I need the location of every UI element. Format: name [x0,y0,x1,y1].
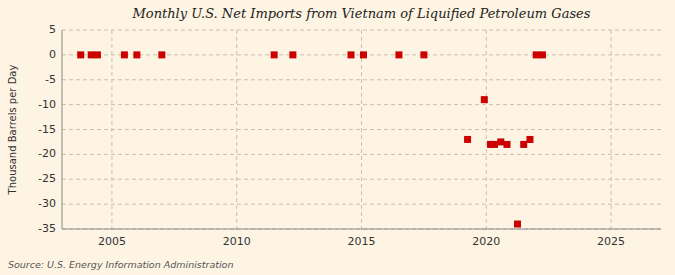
point [481,96,488,103]
point [497,138,504,145]
chart: 5 0 -5 -10 -15 -20 -25 -30 -35 2005 2010 2015 2020 20… [0,0,675,275]
y-tick-label: 0 [49,48,56,61]
y-grid-line [62,229,661,230]
grid [62,30,661,229]
y-grid-line [62,104,661,105]
point [348,51,355,58]
point [121,51,128,58]
point [539,51,546,58]
point [271,51,278,58]
x-axis-line [62,229,661,230]
x-grid-line [611,30,612,229]
y-tick-label: 5 [49,23,56,36]
point [94,51,101,58]
y-tick-label: -25 [38,172,56,185]
ticks: 5 0 -5 -10 -15 -20 -25 -30 -35 2005 2010 2015 2020 20… [38,23,625,248]
point [88,51,95,58]
y-axis-label: Thousand Barrels per Day [7,65,18,196]
x-grid-line [486,30,487,229]
y-tick-label: -15 [38,123,56,136]
point [289,51,296,58]
x-tick-label: 2025 [597,235,625,248]
point [464,136,471,143]
x-grid-line [111,30,112,229]
y-grid-line [62,154,661,155]
y-tick-label: -10 [38,98,56,111]
title: Monthly U.S. Net Imports from Vietnam of… [132,6,591,21]
y-tick-label: -20 [38,147,56,160]
point [420,51,427,58]
point [514,221,521,228]
y-grid-line [62,204,661,205]
point [533,51,540,58]
source-note: Source: U.S. Energy Information Administ… [8,259,233,270]
y-tick-label: -35 [38,222,56,235]
x-tick-label: 2005 [98,235,126,248]
point [395,51,402,58]
y-tick-label: -5 [45,73,56,86]
x-tick-label: 2015 [348,235,376,248]
point [491,141,498,148]
x-tick-label: 2010 [223,235,251,248]
point [360,51,367,58]
y-tick-label: -30 [38,197,56,210]
points [77,51,546,227]
point [158,51,165,58]
point [77,51,84,58]
point [133,51,140,58]
x-grid-line [361,30,362,229]
x-tick-label: 2020 [472,235,500,248]
x-grid-line [236,30,237,229]
point [526,136,533,143]
point [504,141,511,148]
y-axis-line [62,30,63,229]
point [520,141,527,148]
